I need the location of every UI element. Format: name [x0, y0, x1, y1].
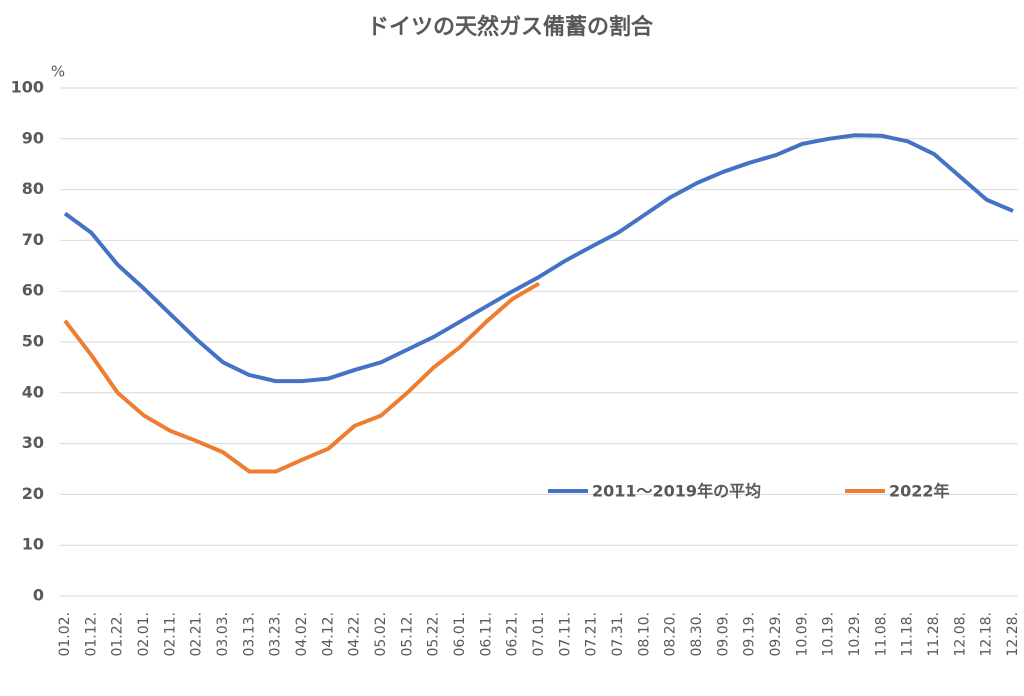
x-tick-label: 08.20. — [663, 612, 679, 657]
x-tick-label: 09.19. — [742, 612, 758, 657]
x-tick-label: 02.01. — [136, 612, 152, 657]
x-tick-label: 12.28. — [1005, 612, 1021, 657]
y-tick-label: 60 — [22, 281, 44, 300]
x-tick-label: 10.19. — [821, 612, 837, 657]
x-tick-label: 05.02. — [373, 612, 389, 657]
x-tick-label: 02.11. — [162, 612, 178, 657]
x-tick-label: 02.21. — [189, 612, 205, 657]
y-tick-label: 70 — [22, 230, 44, 249]
legend-label: 2022年 — [889, 482, 950, 501]
x-tick-label: 06.21. — [505, 612, 521, 657]
x-tick-label: 03.03. — [215, 612, 231, 657]
x-tick-label: 07.31. — [610, 612, 626, 657]
x-tick-label: 04.22. — [347, 612, 363, 657]
x-tick-label: 07.21. — [584, 612, 600, 657]
x-tick-label: 09.29. — [768, 612, 784, 657]
x-tick-label: 10.09. — [794, 612, 810, 657]
x-tick-label: 01.22. — [110, 612, 126, 657]
y-tick-label: 20 — [22, 484, 44, 503]
x-tick-label: 07.01. — [531, 612, 547, 657]
y-tick-label: 90 — [22, 128, 44, 147]
y-tick-label: 10 — [22, 535, 44, 554]
y-tick-label: 30 — [22, 433, 44, 452]
x-tick-label: 12.08. — [952, 612, 968, 657]
y-tick-label: 40 — [22, 382, 44, 401]
series-line — [63, 281, 541, 474]
y-tick-label: 80 — [22, 179, 44, 198]
chart-title: ドイツの天然ガス備蓄の割合 — [367, 14, 654, 40]
y-tick-label: 100 — [11, 78, 44, 97]
x-tick-label: 06.01. — [452, 612, 468, 657]
x-tick-label: 11.18. — [900, 612, 916, 657]
x-tick-label: 06.11. — [478, 612, 494, 657]
series-line — [63, 133, 1014, 384]
x-tick-label: 08.10. — [636, 612, 652, 657]
y-tick-label: 0 — [33, 586, 44, 605]
x-tick-label: 01.02. — [57, 612, 73, 657]
legend-label: 2011～2019年の平均 — [592, 482, 761, 501]
x-tick-label: 04.02. — [294, 612, 310, 657]
x-tick-label: 09.09. — [715, 612, 731, 657]
x-tick-label: 12.18. — [979, 612, 995, 657]
x-tick-label: 03.23. — [268, 612, 284, 657]
x-tick-label: 07.11. — [557, 612, 573, 657]
x-tick-label: 01.12. — [83, 612, 99, 657]
x-tick-label: 10.29. — [847, 612, 863, 657]
x-tick-label: 11.28. — [926, 612, 942, 657]
x-tick-label: 11.08. — [873, 612, 889, 657]
x-tick-label: 03.13. — [241, 612, 257, 657]
y-tick-label: 50 — [22, 332, 44, 351]
y-unit: % — [51, 63, 65, 81]
x-tick-label: 08.30. — [689, 612, 705, 657]
x-tick-label: 05.12. — [399, 612, 415, 657]
x-tick-label: 04.12. — [320, 612, 336, 657]
x-tick-label: 05.22. — [426, 612, 442, 657]
